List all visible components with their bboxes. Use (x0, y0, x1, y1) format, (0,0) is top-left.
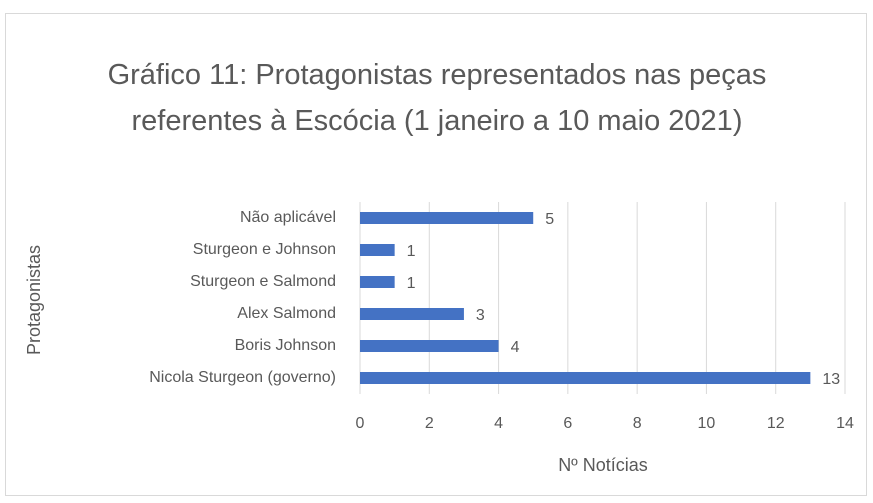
y-tick-label: Não aplicável (240, 209, 336, 226)
y-tick-label: Nicola Sturgeon (governo) (149, 369, 336, 386)
x-tick-label: 2 (425, 415, 434, 432)
bar (360, 244, 395, 256)
y-tick-label: Sturgeon e Salmond (190, 273, 336, 290)
x-axis-title: Nº Notícias (558, 455, 648, 475)
bar (360, 372, 811, 384)
x-tick-label: 4 (494, 415, 503, 432)
value-label: 3 (476, 307, 485, 324)
value-label: 5 (545, 211, 554, 228)
x-tick-label: 14 (836, 415, 854, 432)
value-label: 13 (822, 371, 840, 388)
x-tick-label: 0 (356, 415, 365, 432)
value-label: 1 (407, 243, 416, 260)
y-tick-label: Alex Salmond (237, 305, 336, 322)
value-label: 1 (407, 275, 416, 292)
y-axis-title: Protagonistas (24, 245, 44, 355)
y-tick-label: Sturgeon e Johnson (193, 241, 336, 258)
chart-frame (5, 13, 867, 496)
bar (360, 340, 499, 352)
x-tick-label: 12 (767, 415, 785, 432)
bar (360, 308, 464, 320)
y-tick-label: Boris Johnson (235, 337, 336, 354)
bar (360, 276, 395, 288)
value-label: 4 (511, 339, 520, 356)
x-tick-label: 8 (633, 415, 642, 432)
x-tick-label: 10 (698, 415, 716, 432)
x-tick-label: 6 (563, 415, 572, 432)
bar (360, 212, 534, 224)
chart-title: Gráfico 11: Protagonistas representados … (107, 59, 767, 137)
